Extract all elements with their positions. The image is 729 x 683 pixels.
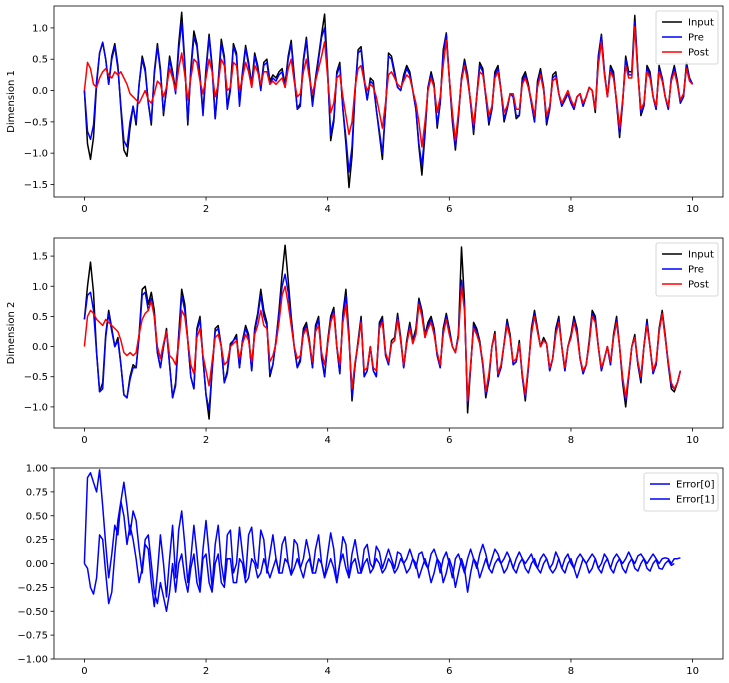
y-tick-label: 1.5 xyxy=(32,252,48,263)
y-tick-label: 0.0 xyxy=(32,86,48,97)
y-tick-label: 0.25 xyxy=(26,535,48,546)
chart-panel-2: 0 2 4 6 8 10 −1.0 −0.5 0.0 0.5 1.0 1.5 Dimension 2 In… xyxy=(6,237,724,446)
y-tick-label: −0.25 xyxy=(17,583,48,594)
y-tick-label: 0.75 xyxy=(26,487,48,498)
x-tick-label: 10 xyxy=(686,204,699,215)
series-line-post xyxy=(83,285,682,402)
x-tick-label: 8 xyxy=(568,204,574,215)
y-tick-label: −1.5 xyxy=(24,180,48,191)
series-line-error-0 xyxy=(83,469,681,608)
legend: Input Pre Post xyxy=(655,242,719,297)
legend-label: Pre xyxy=(688,265,704,276)
y-tick-label: 1.0 xyxy=(32,23,48,34)
axes-frame xyxy=(53,237,724,429)
x-tick-label: 0 xyxy=(81,666,87,677)
y-tick-label: 0.5 xyxy=(32,55,48,66)
x-tick-label: 2 xyxy=(203,435,209,446)
y-tick-label: 1.00 xyxy=(26,464,48,475)
y-tick-label: 0.50 xyxy=(26,511,48,522)
y-tick-label: −0.5 xyxy=(24,372,48,383)
y-axis-label: Dimension 2 xyxy=(6,302,17,365)
legend-label: Pre xyxy=(688,33,704,44)
x-tick-label: 2 xyxy=(203,204,209,215)
y-tick-label: −1.0 xyxy=(24,402,48,413)
y-tick-label: −1.0 xyxy=(24,149,48,160)
x-tick-label: 4 xyxy=(324,435,330,446)
y-tick-label: −1.00 xyxy=(17,655,48,666)
x-tick-label: 4 xyxy=(324,666,330,677)
legend-label: Post xyxy=(688,48,709,59)
x-tick-label: 4 xyxy=(324,204,330,215)
y-tick-label: 0.00 xyxy=(26,559,48,570)
y-tick-label: −0.50 xyxy=(17,607,48,618)
chart-panel-3: 0 2 4 6 8 10 −1.00 −0.75 −0.50 −0.25 0.00 0.25 0.50 0… xyxy=(17,464,724,677)
legend-label: Input xyxy=(688,18,714,29)
x-tick-label: 8 xyxy=(568,435,574,446)
x-tick-label: 6 xyxy=(446,435,452,446)
legend-label: Error[0] xyxy=(676,480,715,491)
series-line-post xyxy=(83,25,694,148)
x-tick-label: 10 xyxy=(686,435,699,446)
x-tick-label: 10 xyxy=(686,666,699,677)
legend-box xyxy=(655,10,719,65)
y-tick-label: 0.5 xyxy=(32,312,48,323)
x-tick-label: 6 xyxy=(446,666,452,677)
x-tick-label: 8 xyxy=(568,666,574,677)
legend: Input Pre Post xyxy=(655,10,719,65)
legend-label: Input xyxy=(688,250,714,261)
legend-box xyxy=(643,472,719,512)
legend-label: Post xyxy=(688,280,709,291)
y-tick-label: −0.5 xyxy=(24,117,48,128)
y-tick-label: 0.0 xyxy=(32,342,48,353)
x-tick-label: 0 xyxy=(81,204,87,215)
x-tick-label: 0 xyxy=(81,435,87,446)
legend: Error[0] Error[1] xyxy=(643,472,719,512)
y-axis-label: Dimension 1 xyxy=(6,70,17,133)
chart-panel-1: 0 2 4 6 8 10 −1.5 −1.0 −0.5 0.0 0.5 1.0 Dimension 1 I… xyxy=(6,5,724,215)
x-tick-label: 6 xyxy=(446,204,452,215)
legend-label: Error[1] xyxy=(676,495,715,506)
series-line-error-1 xyxy=(83,500,675,613)
axes-frame xyxy=(53,5,724,198)
y-tick-label: 1.0 xyxy=(32,282,48,293)
x-tick-label: 2 xyxy=(203,666,209,677)
legend-box xyxy=(655,242,719,297)
y-tick-label: −0.75 xyxy=(17,631,48,642)
